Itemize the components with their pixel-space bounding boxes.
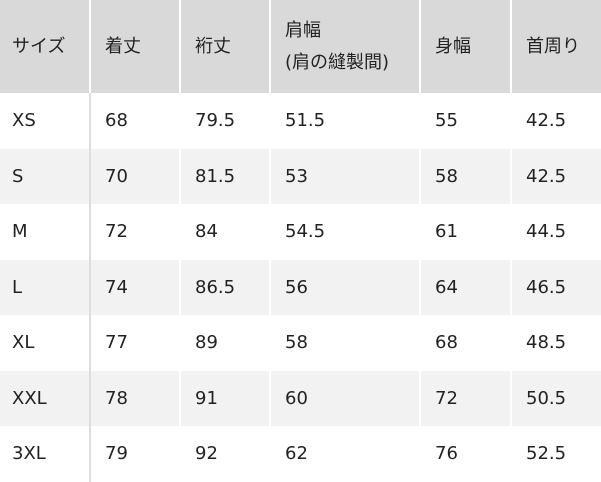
table-cell: 42.5: [510, 148, 601, 204]
header-row: サイズ 着丈 裄丈 肩幅 (肩の縫製間) 身幅 首周り: [0, 0, 601, 93]
table-cell: 92: [179, 426, 270, 482]
table-row: XL 77 89 58 68 48.5: [0, 315, 601, 371]
table-cell: 74: [89, 259, 180, 315]
header-shoulder-label: 肩幅: [285, 19, 321, 41]
table-cell: 79: [89, 426, 180, 482]
table-cell: 42.5: [510, 93, 601, 149]
table-cell: 68: [419, 315, 511, 371]
table-cell: XS: [12, 110, 36, 132]
table-cell: 44.5: [510, 204, 601, 260]
table-cell: 91: [179, 370, 270, 426]
table-row: XXL 78 91 60 72 50.5: [0, 370, 601, 426]
table-cell: 56: [269, 259, 420, 315]
table-cell: 51.5: [269, 93, 420, 149]
table-row: L 74 86.5 56 64 46.5: [0, 259, 601, 315]
table-cell: 68: [89, 93, 180, 149]
header-sleeve: 裄丈: [179, 0, 270, 93]
table-cell: 3XL: [12, 443, 46, 465]
table-cell: 48.5: [510, 315, 601, 371]
table-cell: 61: [419, 204, 511, 260]
table-row: XS 68 79.5 51.5 55 42.5: [0, 93, 601, 149]
header-neck: 首周り: [510, 0, 601, 93]
header-length: 着丈: [89, 0, 180, 93]
table-cell: 89: [179, 315, 270, 371]
table-cell: 76: [419, 426, 511, 482]
table-cell: 77: [89, 315, 180, 371]
table-cell: 81.5: [179, 148, 270, 204]
table-cell: 54.5: [269, 204, 420, 260]
table-cell: XL: [12, 332, 35, 354]
table-cell: 60: [269, 370, 420, 426]
table-cell: 55: [419, 93, 511, 149]
table-row: 3XL 79 92 62 76 52.5: [0, 426, 601, 482]
table-cell: 70: [89, 148, 180, 204]
table-cell: 58: [419, 148, 511, 204]
table-cell: 50.5: [510, 370, 601, 426]
table-cell: 86.5: [179, 259, 270, 315]
table-cell: L: [12, 276, 23, 298]
table-cell: 52.5: [510, 426, 601, 482]
table-cell: S: [12, 165, 24, 187]
table-cell: 58: [269, 315, 420, 371]
table-row: S 70 81.5 53 58 42.5: [0, 148, 601, 204]
table-cell: 78: [89, 370, 180, 426]
table-cell: M: [12, 221, 28, 243]
table-cell: 64: [419, 259, 511, 315]
header-chest: 身幅: [419, 0, 511, 93]
table-cell: 72: [89, 204, 180, 260]
table-cell: 72: [419, 370, 511, 426]
table-cell: 46.5: [510, 259, 601, 315]
table-cell: XXL: [12, 387, 47, 409]
header-size: サイズ: [12, 35, 66, 57]
table-cell: 79.5: [179, 93, 270, 149]
header-shoulder: 肩幅 (肩の縫製間): [269, 0, 420, 93]
header-shoulder-note: (肩の縫製間): [285, 51, 390, 73]
table-cell: 53: [269, 148, 420, 204]
table-cell: 84: [179, 204, 270, 260]
table-cell: 62: [269, 426, 420, 482]
table-row: M 72 84 54.5 61 44.5: [0, 204, 601, 260]
